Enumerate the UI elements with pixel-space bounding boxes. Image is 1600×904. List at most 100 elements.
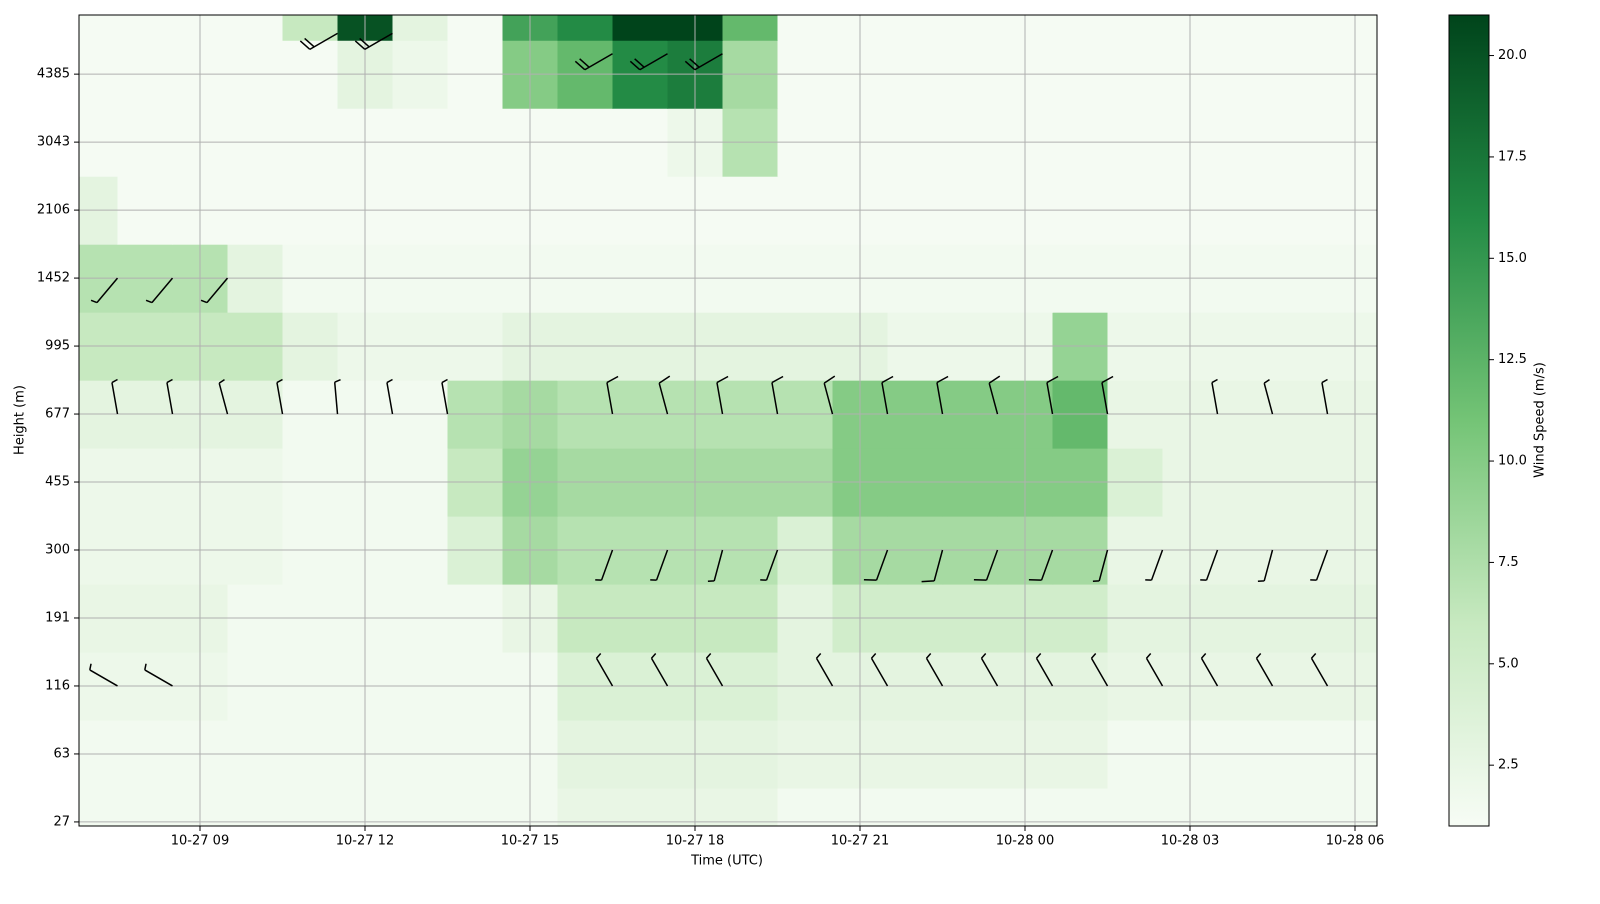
- heat-cell: [1272, 787, 1329, 826]
- colorbar-tick-label: 7.5: [1498, 555, 1519, 570]
- x-tick-label: 10-27 18: [666, 834, 724, 849]
- y-tick-label: 4385: [37, 67, 70, 82]
- y-tick-label: 27: [53, 814, 70, 829]
- wind-barb: [629, 53, 668, 71]
- heat-cell: [1272, 15, 1329, 41]
- wind-barb: [936, 375, 949, 415]
- heat-cell: [1052, 15, 1109, 41]
- heat-cell: [79, 15, 119, 41]
- colorbar-tick-label: 12.5: [1498, 352, 1527, 367]
- y-tick-label: 63: [53, 746, 70, 761]
- wind-barb: [881, 375, 894, 415]
- wind-barb: [595, 549, 614, 581]
- x-tick-label: 10-27 21: [831, 834, 889, 849]
- wind-barb: [200, 277, 229, 304]
- wind-barb: [863, 549, 889, 581]
- wind-barb: [166, 378, 174, 415]
- wind-barb: [1028, 549, 1054, 581]
- wind-barb: [1046, 375, 1059, 415]
- colorbar-tick-label: 20.0: [1498, 48, 1527, 63]
- heat-cell: [942, 787, 999, 826]
- x-axis-label: Time (UTC): [690, 854, 763, 869]
- y-tick-label: 2106: [37, 203, 70, 218]
- wind-barb: [1200, 653, 1219, 687]
- wind-barb: [574, 53, 613, 71]
- y-tick-label: 455: [45, 475, 70, 490]
- heat-cell: [392, 787, 449, 826]
- plot-frame: [78, 14, 1378, 827]
- heat-cell: [557, 787, 614, 826]
- wind-barb: [386, 378, 394, 415]
- heat-cell: [722, 787, 779, 826]
- heat-cell: [557, 15, 614, 41]
- wind-barb: [1263, 379, 1274, 415]
- wind-barb: [1145, 549, 1164, 581]
- wind-barb: [705, 653, 724, 687]
- y-tick-label: 116: [45, 678, 70, 693]
- wind-barb: [650, 549, 669, 581]
- heat-cell: [612, 15, 669, 41]
- colorbar-tick-label: 15.0: [1498, 251, 1527, 266]
- wind-barb: [760, 549, 779, 581]
- x-tick-label: 10-27 15: [501, 834, 559, 849]
- wind-barb: [1255, 653, 1274, 687]
- heat-cell: [612, 787, 669, 826]
- heat-cell: [392, 15, 449, 41]
- wind-barb: [1200, 549, 1219, 581]
- x-tick-label: 10-27 12: [336, 834, 394, 849]
- heat-cell: [942, 15, 999, 41]
- heat-cell: [1107, 787, 1164, 826]
- wind-barb: [1310, 653, 1329, 687]
- heat-cell: [777, 15, 834, 41]
- heat-cell: [1052, 787, 1109, 826]
- heat-cell: [227, 15, 284, 41]
- wind-barb: [354, 32, 393, 51]
- colorbar-tick-label: 2.5: [1498, 758, 1519, 773]
- wind-barb: [1092, 549, 1109, 583]
- heat-cell: [887, 787, 944, 826]
- colorbar-label: Wind Speed (m/s): [1533, 362, 1548, 478]
- colorbar-tick-label: 17.5: [1498, 149, 1527, 164]
- y-axis-label: Height (m): [13, 385, 28, 455]
- wind-barb: [707, 549, 724, 583]
- x-tick-label: 10-28 00: [996, 834, 1054, 849]
- heat-cell: [1107, 15, 1164, 41]
- heat-cell: [282, 787, 339, 826]
- heat-cell: [777, 787, 834, 826]
- wind-barb: [925, 653, 944, 687]
- wind-barb: [218, 379, 229, 415]
- y-tick-label: 300: [45, 543, 70, 558]
- heat-cell: [1327, 787, 1377, 826]
- y-tick-label: 3043: [37, 135, 70, 150]
- wind-barb: [606, 375, 619, 415]
- heat-cell: [447, 787, 504, 826]
- wind-barb: [145, 277, 174, 304]
- wind-barb: [980, 653, 999, 687]
- wind-barb: [823, 375, 836, 415]
- wind-barb: [299, 32, 338, 51]
- heat-cell: [227, 787, 284, 826]
- wind-barb: [684, 53, 723, 71]
- colorbar: [1448, 14, 1490, 827]
- wind-barb: [921, 549, 944, 583]
- wind-barb: [1145, 653, 1164, 687]
- y-tick-label: 191: [45, 610, 70, 625]
- heat-cell: [1217, 787, 1274, 826]
- y-tick-label: 677: [45, 407, 70, 422]
- wind-barb: [716, 375, 729, 415]
- heat-cell: [117, 787, 174, 826]
- wind-barb: [1101, 375, 1114, 415]
- wind-barb: [988, 375, 1001, 415]
- wind-barb: [1310, 549, 1329, 581]
- wind-barb: [441, 378, 449, 415]
- heat-cell: [117, 15, 174, 41]
- wind-barb: [1090, 653, 1109, 687]
- wind-barb: [815, 653, 834, 687]
- wind-barb: [1035, 653, 1054, 687]
- wind-barb: [973, 549, 999, 581]
- x-tick-label: 10-28 06: [1326, 834, 1384, 849]
- x-tick-label: 10-28 03: [1161, 834, 1219, 849]
- heat-cell: [1327, 15, 1377, 41]
- wind-barb: [90, 277, 119, 304]
